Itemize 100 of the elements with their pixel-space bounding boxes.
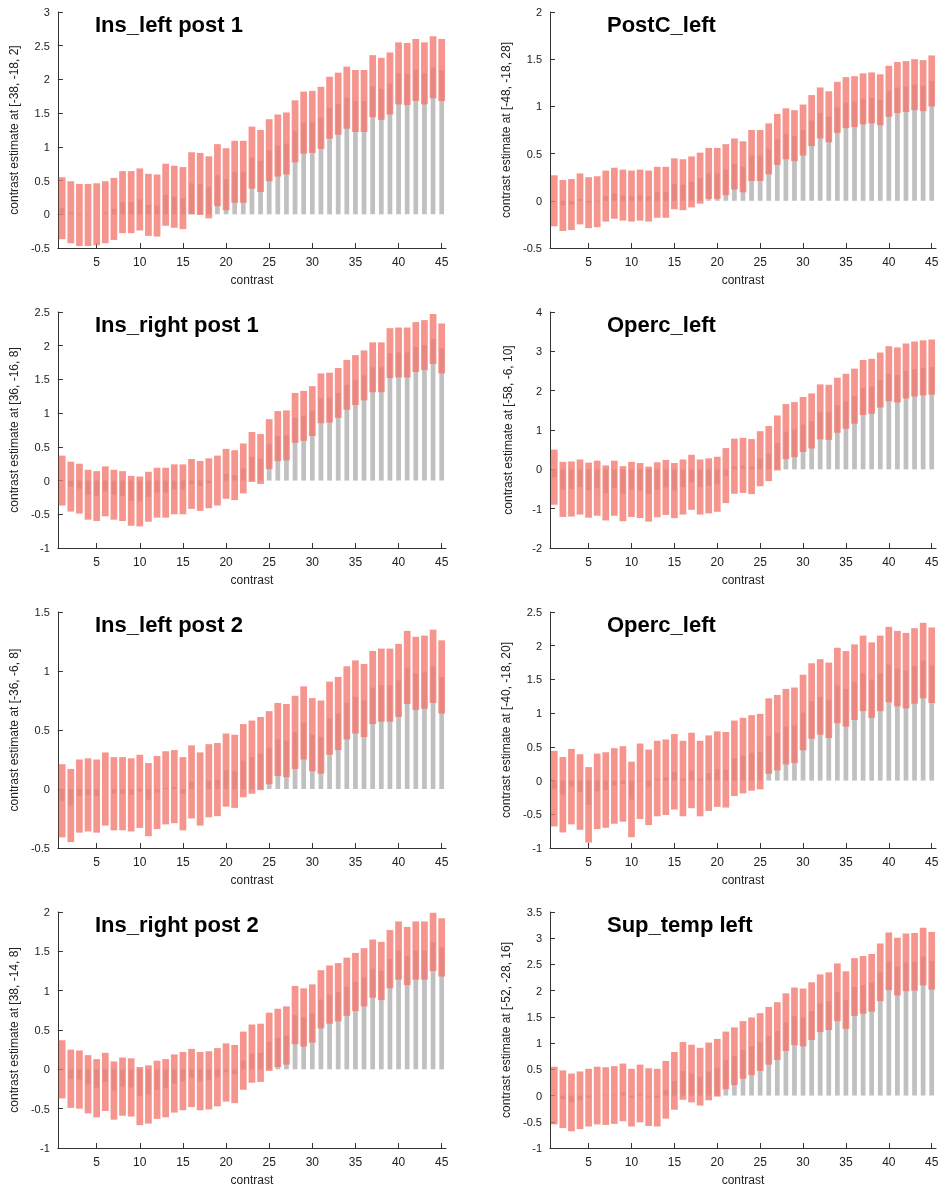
x-axis-title: contrast (230, 573, 274, 587)
y-tick-label: -0.5 (30, 508, 50, 521)
x-tick-label: 15 (176, 855, 190, 869)
y-tick-label: 1 (535, 1037, 542, 1050)
x-axis-title: contrast (230, 273, 274, 287)
x-tick-label: 5 (585, 555, 593, 569)
y-tick-label: -1 (40, 542, 50, 554)
x-tick-label: 30 (796, 1155, 811, 1169)
x-tick-label: 10 (624, 255, 639, 269)
x-tick-label: 5 (585, 1155, 593, 1169)
y-tick-label: 2 (43, 73, 50, 86)
y-tick-label: 0 (43, 1063, 50, 1076)
y-tick-label: 0.5 (526, 147, 542, 160)
x-tick-label: 45 (925, 255, 939, 269)
x-tick-label: 40 (391, 255, 406, 269)
x-tick-label: 35 (839, 255, 853, 269)
x-tick-label: 5 (93, 555, 101, 569)
x-axis-title: contrast (230, 873, 274, 887)
x-tick-label: 30 (796, 555, 811, 569)
x-tick-label: 5 (93, 255, 101, 269)
x-tick-label: 40 (882, 1155, 896, 1169)
y-tick-label: 1 (535, 424, 542, 436)
y-tick-label: 0.5 (34, 1024, 50, 1036)
chart-title: Operc_left (607, 611, 717, 637)
y-tick-label: 0.5 (34, 174, 50, 187)
y-axis-title: contrast estimate at [-52, -28, 16] (499, 941, 514, 1119)
y-tick-label: 0 (535, 774, 542, 787)
x-tick-label: 10 (624, 1155, 639, 1169)
y-tick-label: 0 (43, 783, 50, 795)
y-tick-label: 0.5 (34, 440, 50, 453)
x-tick-label: 25 (262, 1155, 277, 1169)
y-tick-label: 2 (43, 339, 50, 352)
x-tick-label: 20 (219, 255, 234, 269)
y-tick-label: 1 (43, 140, 50, 153)
y-tick-label: 0 (535, 463, 542, 476)
y-tick-label: -1 (532, 502, 542, 515)
x-tick-label: 40 (882, 555, 896, 569)
x-tick-label: 25 (753, 1155, 768, 1169)
x-axis-title: contrast (721, 273, 766, 287)
y-tick-label: -0.5 (523, 242, 542, 254)
x-axis-title: contrast (721, 1173, 766, 1187)
y-tick-label: 1 (43, 665, 50, 677)
y-tick-label: -0.5 (30, 842, 50, 854)
y-tick-label: 2 (535, 639, 542, 652)
x-tick-label: 35 (348, 855, 363, 869)
x-tick-label: 30 (305, 255, 320, 269)
x-axis-title: contrast (721, 873, 766, 887)
x-tick-label: 20 (710, 255, 725, 269)
x-tick-label: 30 (796, 255, 811, 269)
x-tick-label: 20 (710, 1155, 725, 1169)
y-tick-label: 3 (43, 6, 50, 18)
y-tick-label: 2.5 (34, 306, 50, 318)
y-tick-label: 2 (535, 984, 542, 997)
y-tick-label: 2.5 (526, 606, 542, 618)
y-tick-label: 1 (43, 407, 50, 420)
y-tick-label: 4 (535, 306, 542, 318)
y-tick-label: -1 (40, 1142, 50, 1154)
x-tick-label: 45 (435, 255, 449, 269)
y-tick-label: 0 (535, 1089, 542, 1102)
x-tick-label: 15 (176, 255, 190, 269)
y-tick-label: 3.5 (526, 906, 542, 918)
y-tick-label: 3 (535, 345, 542, 358)
y-tick-label: -0.5 (523, 808, 542, 821)
y-tick-label: 0 (43, 208, 50, 221)
x-tick-label: 5 (585, 855, 593, 869)
x-tick-label: 40 (391, 1155, 406, 1169)
y-axis-title: contrast estimate at [36, -16, 8] (7, 347, 21, 513)
y-tick-label: 2.5 (34, 39, 50, 52)
y-tick-label: -0.5 (523, 1115, 542, 1128)
x-tick-label: 35 (348, 1155, 363, 1169)
x-tick-label: 25 (262, 555, 277, 569)
y-tick-label: 0.5 (526, 1063, 542, 1076)
x-tick-label: 20 (219, 555, 234, 569)
x-tick-label: 25 (262, 855, 277, 869)
y-tick-label: -0.5 (30, 242, 50, 254)
x-tick-label: 45 (925, 855, 939, 869)
chart-title: Ins_right post 1 (95, 311, 259, 337)
x-tick-label: 15 (667, 855, 682, 869)
y-tick-label: -1 (532, 842, 542, 854)
x-tick-label: 30 (305, 1155, 320, 1169)
x-tick-label: 15 (667, 255, 682, 269)
x-tick-label: 25 (262, 255, 277, 269)
x-tick-label: 20 (710, 855, 725, 869)
y-tick-label: 0.5 (34, 724, 50, 736)
y-tick-label: 0 (535, 194, 542, 207)
y-tick-label: 1.5 (34, 373, 50, 386)
y-axis-title: contrast estimate at [38, -14, 8] (7, 947, 21, 1113)
y-tick-label: 1.5 (526, 673, 542, 686)
y-tick-label: 0 (43, 474, 50, 487)
y-axis-title: contrast estimate at [-48, -18, 28] (499, 41, 514, 219)
y-tick-label: 2.5 (526, 958, 542, 971)
x-tick-label: 40 (391, 555, 406, 569)
x-axis-title: contrast (230, 1173, 274, 1187)
x-tick-label: 45 (435, 1155, 449, 1169)
x-tick-label: 10 (133, 1155, 147, 1169)
y-tick-label: 3 (535, 932, 542, 945)
y-tick-label: -1 (532, 1142, 542, 1154)
x-tick-label: 5 (93, 855, 101, 869)
x-tick-label: 20 (710, 555, 725, 569)
chart-title: Ins_left post 2 (95, 611, 243, 637)
